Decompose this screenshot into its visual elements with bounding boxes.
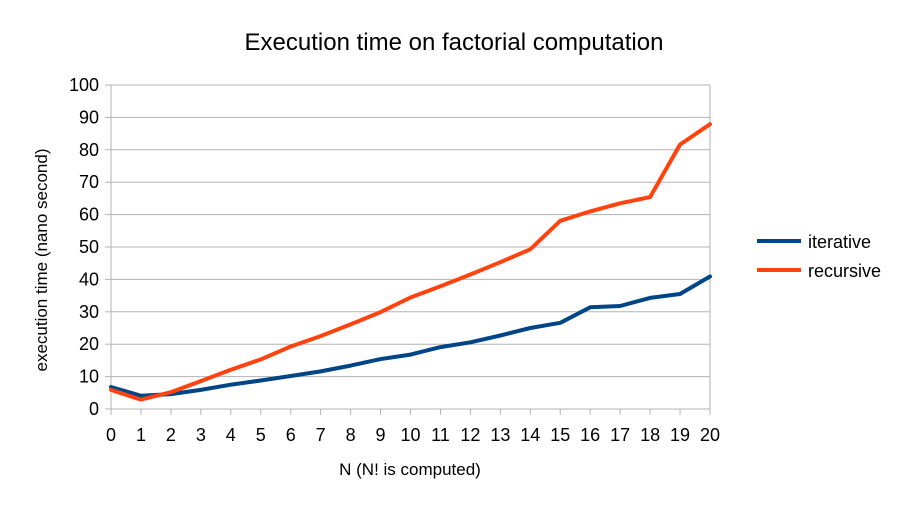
x-tick-label: 11 [431, 425, 450, 445]
legend-label-iterative: iterative [808, 232, 871, 252]
x-tick-label: 16 [580, 425, 600, 445]
x-tick-label: 15 [550, 425, 570, 445]
x-tick-label: 4 [226, 425, 236, 445]
x-tick-label: 3 [196, 425, 206, 445]
y-tick-label: 10 [79, 367, 99, 387]
x-tick-label: 9 [376, 425, 386, 445]
x-tick-label: 8 [346, 425, 356, 445]
y-axis-label: execution time (nano second) [32, 148, 51, 371]
x-tick-labels: 0 1 2 3 4 5 6 7 8 9 10 11 12 13 14 15 16 17 18 19 20 [106, 409, 720, 445]
x-tick-label: 12 [460, 425, 480, 445]
y-tick-label: 0 [89, 399, 99, 419]
y-tick-label: 100 [69, 75, 99, 95]
y-tick-label: 90 [79, 107, 99, 127]
y-tick-label: 30 [79, 302, 99, 322]
x-tick-label: 20 [700, 425, 720, 445]
y-tick-label: 40 [79, 269, 99, 289]
series-line-recursive [109, 122, 712, 402]
chart-title: Execution time on factorial computation [245, 29, 664, 56]
y-tick-label: 20 [79, 334, 99, 354]
y-tick-labels: 0 10 20 30 40 50 60 70 80 90 100 [69, 75, 99, 419]
x-tick-label: 5 [256, 425, 266, 445]
series-lines [109, 122, 712, 402]
legend: iterative recursive [757, 232, 881, 281]
x-tick-label: 6 [286, 425, 296, 445]
grid [105, 84, 711, 410]
x-tick-label: 14 [520, 425, 540, 445]
x-tick-label: 19 [670, 425, 690, 445]
x-tick-label: 1 [136, 425, 146, 445]
x-tick-label: 2 [166, 425, 176, 445]
y-tick-label: 50 [79, 237, 99, 257]
x-tick-label: 10 [400, 425, 420, 445]
series-line-iterative [109, 274, 712, 398]
x-tick-label: 18 [640, 425, 660, 445]
legend-label-recursive: recursive [808, 261, 881, 281]
x-axis-label: N (N! is computed) [339, 460, 481, 479]
x-tick-label: 17 [610, 425, 630, 445]
x-tick-label: 7 [316, 425, 326, 445]
x-tick-label: 13 [490, 425, 510, 445]
y-tick-label: 80 [79, 140, 99, 160]
x-tick-label: 0 [106, 425, 116, 445]
y-tick-label: 70 [79, 172, 99, 192]
y-tick-label: 60 [79, 205, 99, 225]
